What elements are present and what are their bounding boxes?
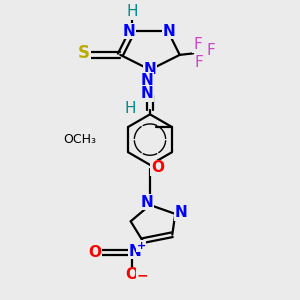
Text: +: + bbox=[136, 241, 146, 251]
Text: O: O bbox=[88, 245, 101, 260]
Text: −: − bbox=[137, 269, 148, 283]
Text: N: N bbox=[129, 244, 142, 259]
Text: H: H bbox=[125, 101, 136, 116]
Text: OCH₃: OCH₃ bbox=[64, 133, 97, 146]
Text: N: N bbox=[141, 73, 153, 88]
Text: F: F bbox=[207, 43, 215, 58]
Text: N: N bbox=[175, 205, 188, 220]
Text: O: O bbox=[151, 160, 164, 175]
Text: F: F bbox=[195, 55, 203, 70]
Text: N: N bbox=[163, 24, 176, 39]
Text: O: O bbox=[126, 267, 139, 282]
Text: N: N bbox=[144, 62, 156, 77]
Text: N: N bbox=[123, 24, 136, 39]
Text: F: F bbox=[193, 37, 202, 52]
Text: S: S bbox=[78, 44, 90, 62]
Text: N: N bbox=[141, 86, 153, 101]
Text: H: H bbox=[126, 4, 138, 19]
Text: N: N bbox=[141, 194, 153, 209]
